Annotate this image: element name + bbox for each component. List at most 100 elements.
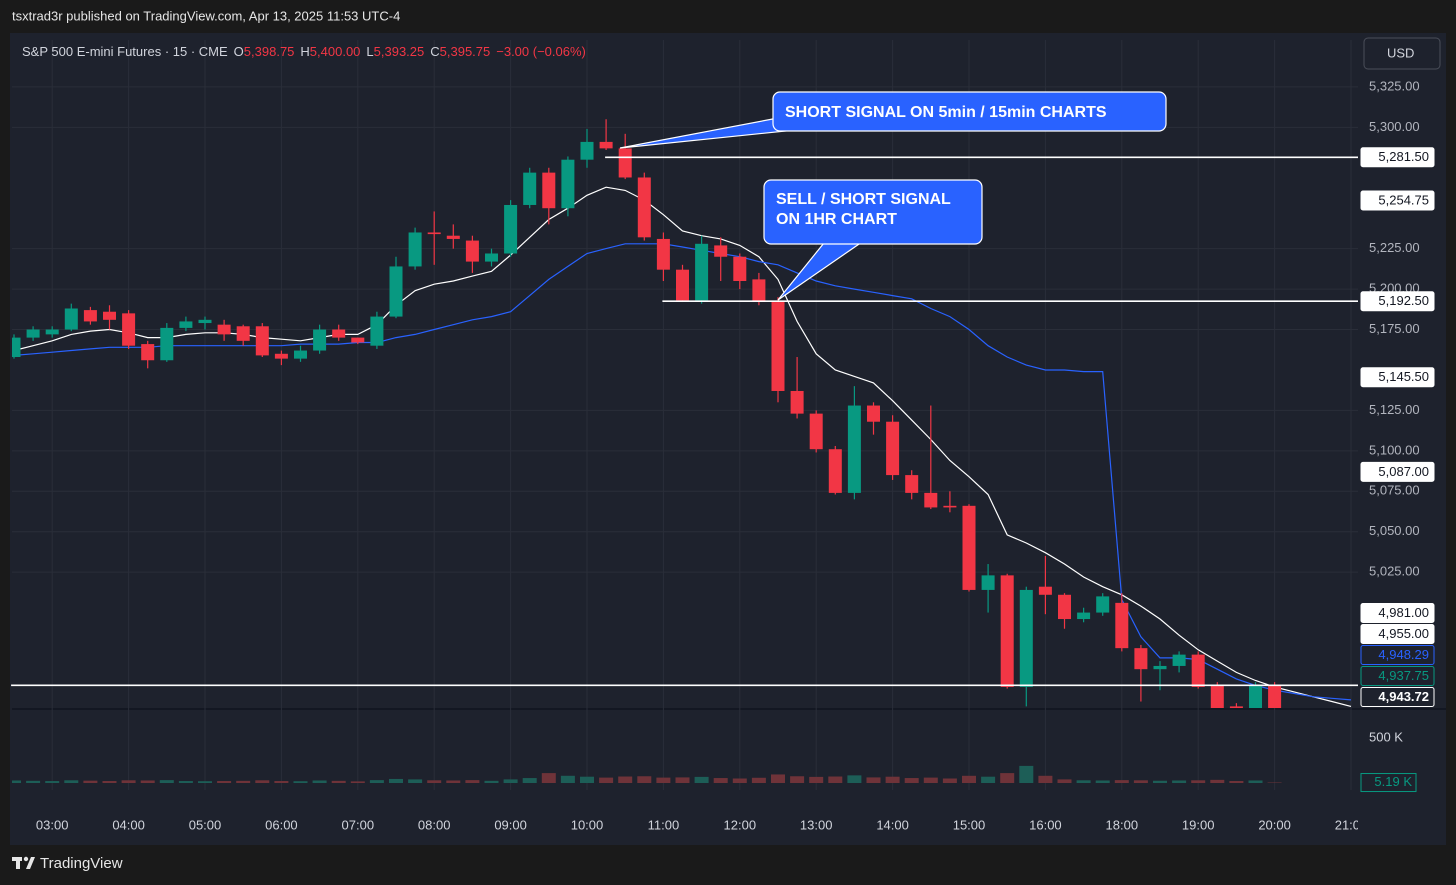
price-label: 4,948.29 [1378, 647, 1429, 662]
candle-body [465, 240, 479, 262]
volume-bar [1210, 779, 1225, 783]
candle-body [294, 350, 307, 359]
candle-body [618, 148, 632, 178]
ohlc-key: L [366, 44, 373, 59]
candle-body [1115, 602, 1129, 649]
candle-body [83, 310, 97, 322]
x-tick-label: 08:00 [418, 817, 451, 832]
volume-label: 5.19 K [1374, 774, 1412, 789]
x-tick-label: 07:00 [342, 817, 375, 832]
ohlc-value: 5,400.00 [310, 44, 361, 59]
candle-body [141, 344, 155, 361]
price-label: 5,281.50 [1378, 149, 1429, 164]
volume-bar [732, 778, 747, 783]
time-axis: 03:00 04:00 05:00 06:00 07:00 08:00 09:00 10:00… [36, 817, 1358, 832]
candle-body [1153, 665, 1167, 670]
candle-body [103, 311, 116, 320]
y-tick-label: 5,125.00 [1369, 402, 1420, 417]
header: tsxtrad3r published on TradingView.com, … [12, 8, 400, 23]
currency-button[interactable] [1363, 37, 1441, 70]
candle-body [676, 269, 689, 301]
price-label-box [1360, 687, 1435, 707]
volume-bar [694, 776, 709, 783]
x-tick-label: 03:00 [36, 817, 69, 832]
volume-bar [255, 780, 270, 783]
candle-body [313, 329, 327, 351]
callout-text: SELL / SHORT SIGNAL [776, 191, 951, 208]
candle-body [981, 575, 995, 590]
volume-bar [866, 777, 881, 783]
footer: TradingView [40, 855, 123, 872]
candle-body [1249, 685, 1262, 708]
candle-body [752, 279, 766, 303]
volume-bar [389, 778, 403, 783]
candle-body [695, 243, 709, 301]
x-tick-label: 09:00 [494, 817, 527, 832]
candle-body [351, 337, 365, 343]
volume-bar [83, 780, 98, 783]
price-pane [12, 119, 1352, 708]
volume-bar [427, 780, 442, 783]
x-tick-label: 19:00 [1182, 817, 1215, 832]
volume-bar [274, 781, 289, 783]
candle-body [828, 449, 842, 493]
candle-body [408, 232, 422, 267]
candle-body [924, 492, 938, 508]
currency[interactable]: USD [1387, 45, 1414, 60]
price-label: 4,943.72 [1378, 689, 1429, 704]
candle-body [943, 505, 957, 508]
candle-body [1096, 596, 1110, 613]
x-tick-label: 06:00 [265, 817, 298, 832]
volume-bar [713, 778, 728, 783]
candle-body [504, 204, 518, 254]
volume-bar [350, 781, 365, 783]
candle-body [370, 316, 384, 346]
volume-bar [1191, 780, 1206, 783]
volume-bar [1076, 780, 1091, 783]
volume-bar [198, 781, 212, 783]
candle-body [1038, 586, 1052, 595]
y-tick-label: 5,225.00 [1369, 240, 1420, 255]
price-label: 5,145.50 [1378, 369, 1429, 384]
annotations: SHORT SIGNAL ON 5min / 15min CHARTS SELL … [619, 91, 1167, 301]
y-tick-label: 5,325.00 [1369, 78, 1420, 93]
volume-bar [560, 775, 575, 783]
volume-bar [580, 776, 594, 783]
change: −3.00 (−0.06%) [496, 44, 586, 59]
volume-label-box [1360, 773, 1417, 793]
candle-body [1019, 589, 1033, 687]
y-tick-label: 5,075.00 [1369, 483, 1420, 498]
volume-bar [217, 781, 232, 783]
candle-body [1210, 685, 1224, 708]
price-labels: 4,943.72 4,937.75 4,948.29 4,955.00 4,981.00… [11, 147, 1435, 707]
candle-body [771, 302, 785, 391]
candle-body [332, 329, 346, 338]
volume-bar [1229, 781, 1244, 783]
volume-bar [1248, 780, 1263, 783]
volume-bar [885, 776, 900, 783]
volume-bar [408, 779, 423, 783]
ohlc-key: O [234, 44, 244, 59]
x-tick-label: 13:00 [800, 817, 833, 832]
volume-bar [599, 777, 614, 783]
ohlc-value: 5,393.25 [374, 44, 425, 59]
volume-bar [1057, 779, 1072, 783]
price-label-box [1360, 603, 1435, 623]
volume-bar [923, 777, 938, 783]
price-label-box [1360, 666, 1435, 686]
callout-box [763, 179, 983, 245]
volume-bar [675, 777, 690, 783]
volume-bar [1095, 780, 1110, 783]
volume-bar [1000, 773, 1015, 783]
volume-bar [981, 776, 996, 783]
price-label: 4,937.75 [1378, 668, 1429, 683]
x-tick-label: 12:00 [724, 817, 757, 832]
volume-bar [751, 777, 766, 783]
y-tick-label: 5,175.00 [1369, 321, 1420, 336]
candle-body [580, 141, 594, 160]
volume-bar [637, 776, 652, 783]
y-tick-label: 5,300.00 [1369, 119, 1420, 134]
volume-bar [236, 780, 251, 783]
